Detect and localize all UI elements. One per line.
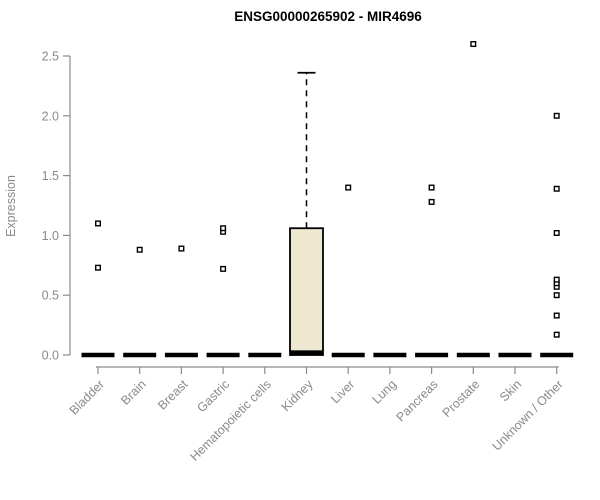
outlier-point [553,312,560,319]
category-label: Gastric [194,377,232,415]
outlier-point [136,246,143,253]
outlier-point [553,112,560,119]
box-median [373,352,407,358]
category-label: Liver [328,377,357,406]
box-median [164,352,198,358]
box-median [290,350,323,355]
data-marks-group [81,41,574,358]
category-label: Breast [155,377,191,413]
outlier-point [94,220,101,227]
box-median [81,352,115,358]
y-tick-label: 0.0 [42,349,59,363]
box-median [248,352,282,358]
box-median [415,352,449,358]
box-median [331,352,365,358]
category-label: Unknown / Other [490,377,566,453]
outlier-point [345,184,352,191]
outlier-point [178,245,185,252]
outlier-point [553,230,560,237]
category-label: Bladder [67,377,107,417]
category-label: Brain [118,377,149,408]
y-tick-label: 0.5 [42,289,59,303]
y-tick-label: 1.5 [42,169,59,183]
category-label: Prostate [440,377,483,420]
box [289,227,324,356]
outlier-point [220,265,227,272]
box-median [123,352,157,358]
outlier-point [220,225,227,232]
y-tick-label: 1.0 [42,229,59,243]
box-median [456,352,490,358]
box-median [206,352,240,358]
box-median [540,352,574,358]
category-label: Hematopoietic cells [187,377,274,464]
outlier-point [428,184,435,191]
outlier-point [553,185,560,192]
box-median [498,352,532,358]
y-tick-label: 2.0 [42,109,59,123]
outlier-point [94,264,101,271]
outlier-point [553,276,560,283]
y-axis-title: Expression [4,175,18,237]
outlier-point [470,41,477,48]
outlier-point [553,292,560,299]
category-label: Lung [369,377,399,407]
category-label: Kidney [279,377,316,414]
y-tick-label: 2.5 [42,50,59,64]
chart-title: ENSG00000265902 - MIR4696 [234,9,422,24]
outlier-point [428,198,435,205]
outlier-point [553,331,560,338]
category-label: Skin [497,377,524,404]
category-label: Pancreas [393,377,440,424]
